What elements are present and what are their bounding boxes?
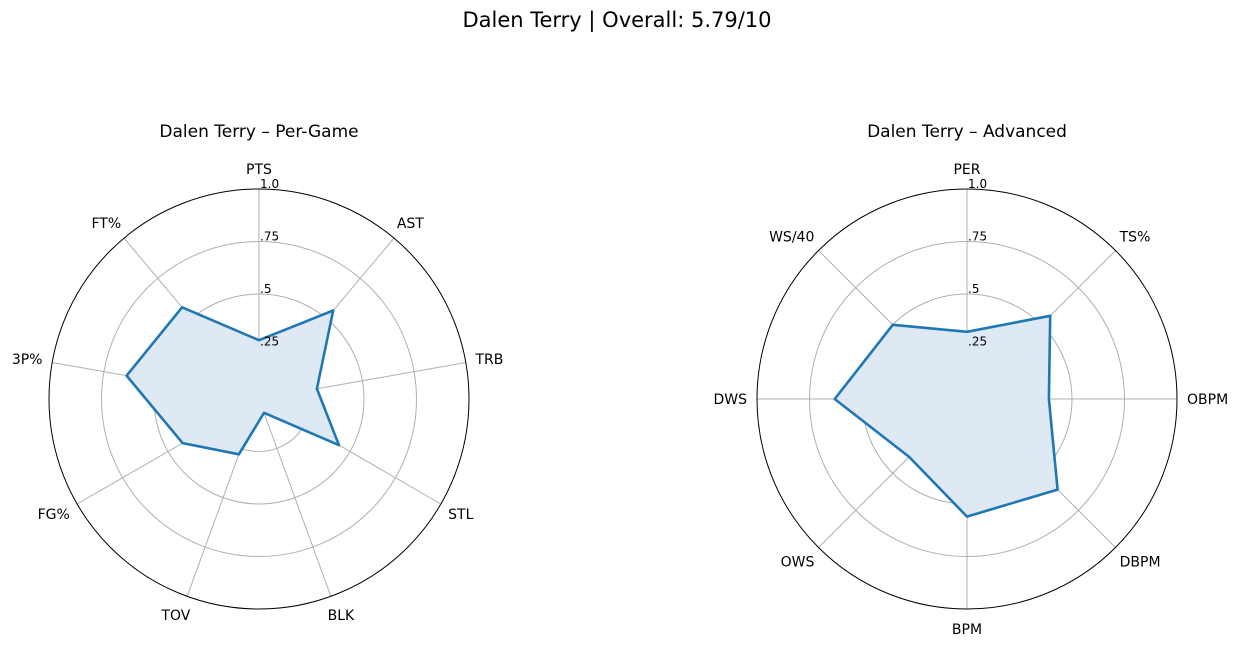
data-line bbox=[125, 305, 341, 456]
category-label: FT% bbox=[91, 216, 121, 232]
r-tick-label: 1.0 bbox=[968, 177, 987, 191]
data-area bbox=[834, 315, 1058, 517]
outer-ring bbox=[48, 188, 470, 610]
category-label: TRB bbox=[475, 352, 504, 368]
r-tick-label: .5 bbox=[260, 282, 271, 296]
r-tick-label: 1.0 bbox=[260, 177, 279, 191]
data-area bbox=[126, 307, 339, 455]
category-label: BLK bbox=[328, 608, 355, 624]
category-label: DBPM bbox=[1120, 555, 1161, 571]
category-label: BPM bbox=[952, 622, 982, 638]
category-label: TS% bbox=[1119, 229, 1151, 245]
figure-title: Dalen Terry | Overall: 5.79/10 bbox=[462, 8, 772, 32]
category-label: FG% bbox=[38, 507, 70, 523]
spoke bbox=[258, 398, 332, 597]
r-tick-label: .5 bbox=[968, 282, 979, 296]
category-label: PTS bbox=[246, 162, 272, 178]
category-label: TOV bbox=[160, 608, 190, 624]
category-label: AST bbox=[397, 216, 424, 232]
category-label: DWS bbox=[713, 392, 747, 408]
category-label: OWS bbox=[781, 555, 815, 571]
category-label: PER bbox=[953, 162, 980, 178]
category-label: WS/40 bbox=[769, 229, 814, 245]
category-label: 3P% bbox=[12, 352, 43, 368]
r-tick-label: .75 bbox=[968, 230, 987, 244]
chart-title: Dalen Terry – Advanced bbox=[867, 122, 1067, 142]
r-tick-label: .25 bbox=[968, 335, 987, 349]
data-line bbox=[833, 314, 1059, 518]
r-tick-label: .75 bbox=[260, 230, 279, 244]
chart-title: Dalen Terry – Per-Game bbox=[159, 122, 358, 142]
outer-ring bbox=[756, 188, 1178, 610]
category-label: STL bbox=[448, 507, 473, 523]
category-label: OBPM bbox=[1187, 392, 1228, 408]
r-tick-label: .25 bbox=[260, 335, 279, 349]
